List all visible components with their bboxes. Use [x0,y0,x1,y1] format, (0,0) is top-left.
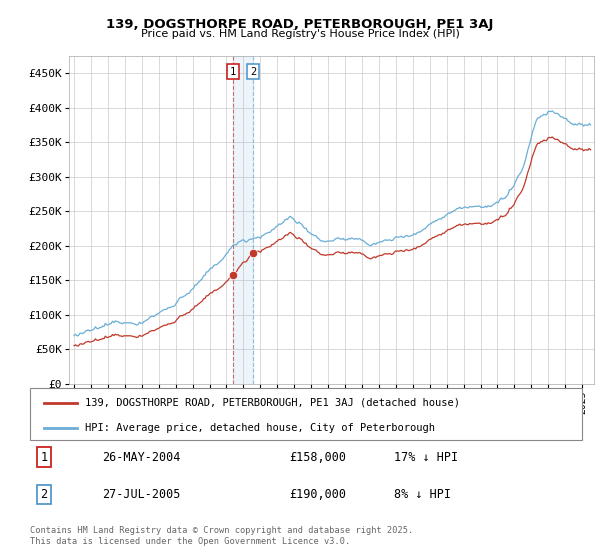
Bar [233,56,253,384]
Text: 1: 1 [230,67,236,77]
Text: 139, DOGSTHORPE ROAD, PETERBOROUGH, PE1 3AJ (detached house): 139, DOGSTHORPE ROAD, PETERBOROUGH, PE1 … [85,398,460,408]
Text: Price paid vs. HM Land Registry's House Price Index (HPI): Price paid vs. HM Land Registry's House … [140,29,460,39]
Text: 1: 1 [40,451,47,464]
Text: Contains HM Land Registry data © Crown copyright and database right 2025.
This d: Contains HM Land Registry data © Crown c… [30,526,413,546]
Text: 17% ↓ HPI: 17% ↓ HPI [394,451,458,464]
Text: HPI: Average price, detached house, City of Peterborough: HPI: Average price, detached house, City… [85,423,435,433]
Text: 2: 2 [250,67,256,77]
Text: 8% ↓ HPI: 8% ↓ HPI [394,488,451,501]
Text: 139, DOGSTHORPE ROAD, PETERBOROUGH, PE1 3AJ: 139, DOGSTHORPE ROAD, PETERBOROUGH, PE1 … [106,18,494,31]
Text: £190,000: £190,000 [289,488,346,501]
Text: 2: 2 [40,488,47,501]
FancyBboxPatch shape [30,388,582,440]
Text: 27-JUL-2005: 27-JUL-2005 [102,488,180,501]
Text: 26-MAY-2004: 26-MAY-2004 [102,451,180,464]
Text: £158,000: £158,000 [289,451,346,464]
